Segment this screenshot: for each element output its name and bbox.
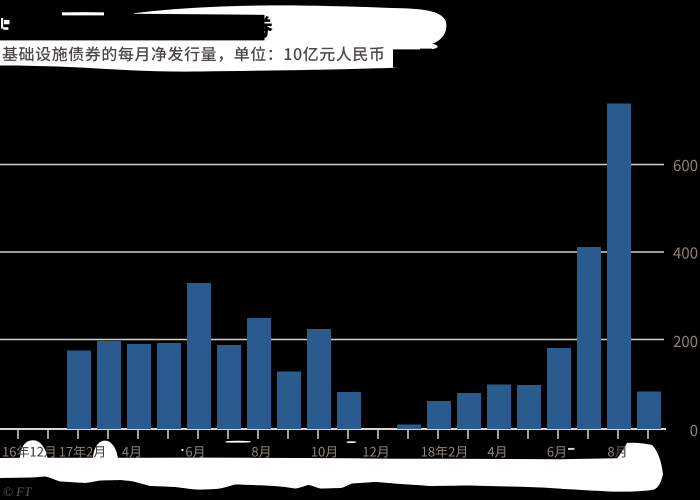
svg-text:© FT: © FT [3, 484, 32, 499]
